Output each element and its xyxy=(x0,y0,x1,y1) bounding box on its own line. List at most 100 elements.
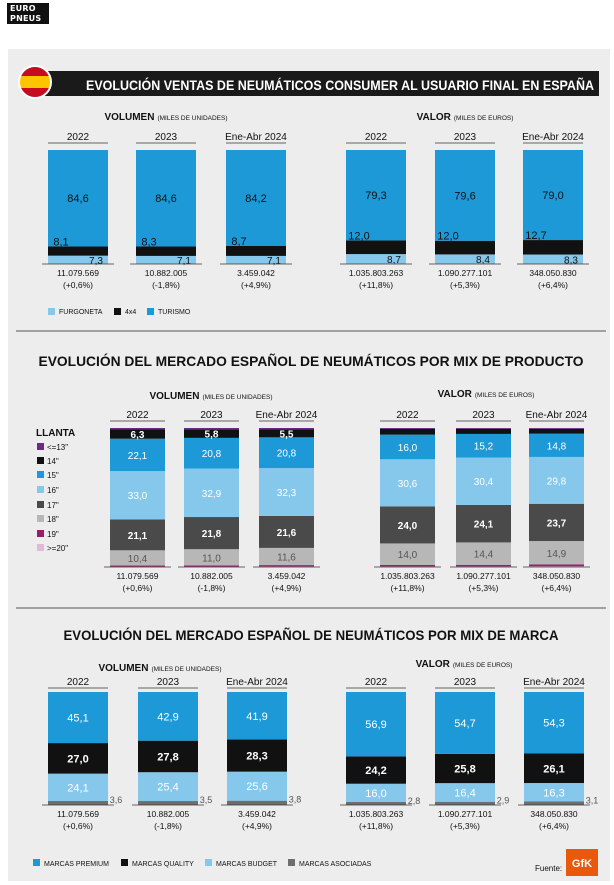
section1-title: EVOLUCIÓN VENTAS DE NEUMÁTICOS CONSUMER … xyxy=(86,76,594,93)
data-label: 2,9 xyxy=(497,796,510,806)
bar-segment xyxy=(346,783,406,802)
legend-label-budget: MARCAS BUDGET xyxy=(216,861,278,868)
bar-segment xyxy=(110,438,165,472)
bar-segment xyxy=(524,783,584,802)
bar-segment xyxy=(227,800,287,805)
data-label: 3,1 xyxy=(586,795,599,805)
bar-segment xyxy=(48,800,108,805)
bar-segment xyxy=(456,564,511,567)
bar-segment xyxy=(184,565,239,567)
data-label: 22,1 xyxy=(128,451,148,462)
section3-valor-label: VALOR xyxy=(416,659,451,670)
bar-segment xyxy=(456,457,511,505)
data-label: 12,0 xyxy=(437,231,458,243)
change-label: (+11,8%) xyxy=(390,583,424,593)
bar-segment xyxy=(524,692,584,754)
bar-segment xyxy=(48,692,108,744)
data-label: 16,0 xyxy=(398,443,418,454)
bar-segment xyxy=(435,692,495,754)
legend-label-18: 18" xyxy=(47,515,59,524)
section3-volumen-label: VOLUMEN xyxy=(98,663,148,674)
bar-segment xyxy=(523,150,583,241)
legend-label-turismo: TURISMO xyxy=(158,309,191,316)
bar-segment xyxy=(226,245,286,256)
legend-label-furgoneta: FURGONETA xyxy=(59,309,103,316)
bar-segment xyxy=(48,773,108,801)
legend-label-15: 15" xyxy=(47,471,59,480)
change-label: (+5,3%) xyxy=(469,583,499,593)
legend-label-19: 19" xyxy=(47,530,59,539)
data-label: 42,9 xyxy=(157,711,178,723)
data-label: 79,0 xyxy=(542,190,563,202)
category-label: 2022 xyxy=(126,410,149,421)
data-label: 45,1 xyxy=(67,713,88,725)
bar-segment xyxy=(184,517,239,550)
data-label: 24,0 xyxy=(398,521,418,532)
data-label: 79,3 xyxy=(365,190,386,202)
category-label: 2022 xyxy=(67,677,90,688)
bar-segment xyxy=(138,772,198,802)
category-label: 2023 xyxy=(454,677,477,688)
source-label: Fuente: xyxy=(535,864,562,873)
category-label: 2023 xyxy=(454,132,477,143)
legend-swatch-turismo xyxy=(147,308,154,315)
category-label: Ene-Abr 2024 xyxy=(526,410,588,421)
data-label: 84,6 xyxy=(155,193,176,205)
bar-segment xyxy=(110,428,165,430)
data-label: 12,0 xyxy=(348,230,369,242)
bar-segment xyxy=(138,740,198,773)
bar-segment xyxy=(226,150,286,246)
bar-segment xyxy=(184,468,239,518)
bar-segment xyxy=(184,428,239,430)
data-label: 11,6 xyxy=(277,552,296,563)
bar-segment xyxy=(435,753,495,784)
bar-segment xyxy=(48,743,108,774)
change-label: (-1,8%) xyxy=(198,583,226,593)
section2-valor-label: VALOR xyxy=(438,389,473,400)
logo-line-1: EURO xyxy=(10,4,36,13)
data-label: 79,6 xyxy=(454,190,475,202)
section1-volumen-units: (MILES DE UNIDADES) xyxy=(157,115,227,122)
data-label: 32,3 xyxy=(277,488,297,499)
section3-title: EVOLUCIÓN DEL MERCADO ESPAÑOL DE NEUMÁTI… xyxy=(64,626,559,643)
section2-volumen-heading: VOLUMEN (MILES DE UNIDADES) xyxy=(149,391,272,402)
legend-label-16: 16" xyxy=(47,486,59,495)
change-label: (+5,3%) xyxy=(450,280,480,290)
total-label: 1.090.277.101 xyxy=(438,809,493,819)
bar-segment xyxy=(435,801,495,805)
section3-volumen-heading: VOLUMEN (MILES DE UNIDADES) xyxy=(98,663,221,674)
total-label: 11.079.569 xyxy=(57,809,99,819)
legend-title-llanta: LLANTA xyxy=(36,428,75,439)
data-label: 10,4 xyxy=(128,554,148,565)
data-label: 14,9 xyxy=(547,549,567,560)
bar-segment xyxy=(435,240,495,255)
change-label: (+4,9%) xyxy=(242,821,272,831)
data-label: 12,7 xyxy=(525,230,546,242)
category-label: 2023 xyxy=(200,410,223,421)
bar-segment xyxy=(346,150,406,241)
legend-swatch-20 xyxy=(37,544,44,551)
data-label: 14,4 xyxy=(474,550,494,561)
section1-legend: FURGONETA 4x4 TURISMO xyxy=(48,308,191,316)
section1-volumen-label: VOLUMEN xyxy=(104,112,154,123)
legend-swatch-13 xyxy=(37,443,44,450)
change-label: (+4,9%) xyxy=(241,280,271,290)
bar-segment xyxy=(456,542,511,565)
bar-segment xyxy=(259,428,314,430)
data-label: 15,2 xyxy=(474,442,494,453)
legend-swatch-asociadas xyxy=(288,859,295,866)
total-label: 10.882.005 xyxy=(147,809,190,819)
category-label: 2023 xyxy=(472,410,495,421)
section3-valor-units: (MILES DE EUROS) xyxy=(453,662,513,669)
legend-swatch-17 xyxy=(37,501,44,508)
bar-segment xyxy=(110,519,165,551)
change-label: (+11,8%) xyxy=(359,280,393,290)
section3-valor-heading: VALOR (MILES DE EUROS) xyxy=(416,659,513,670)
data-label: 2,8 xyxy=(408,796,421,806)
legend-swatch-budget xyxy=(205,859,212,866)
legend-swatch-19 xyxy=(37,530,44,537)
bar-segment xyxy=(110,429,165,439)
data-label: 25,8 xyxy=(454,764,475,776)
legend-label-14: 14" xyxy=(47,457,59,466)
data-label: 8,3 xyxy=(141,236,156,248)
